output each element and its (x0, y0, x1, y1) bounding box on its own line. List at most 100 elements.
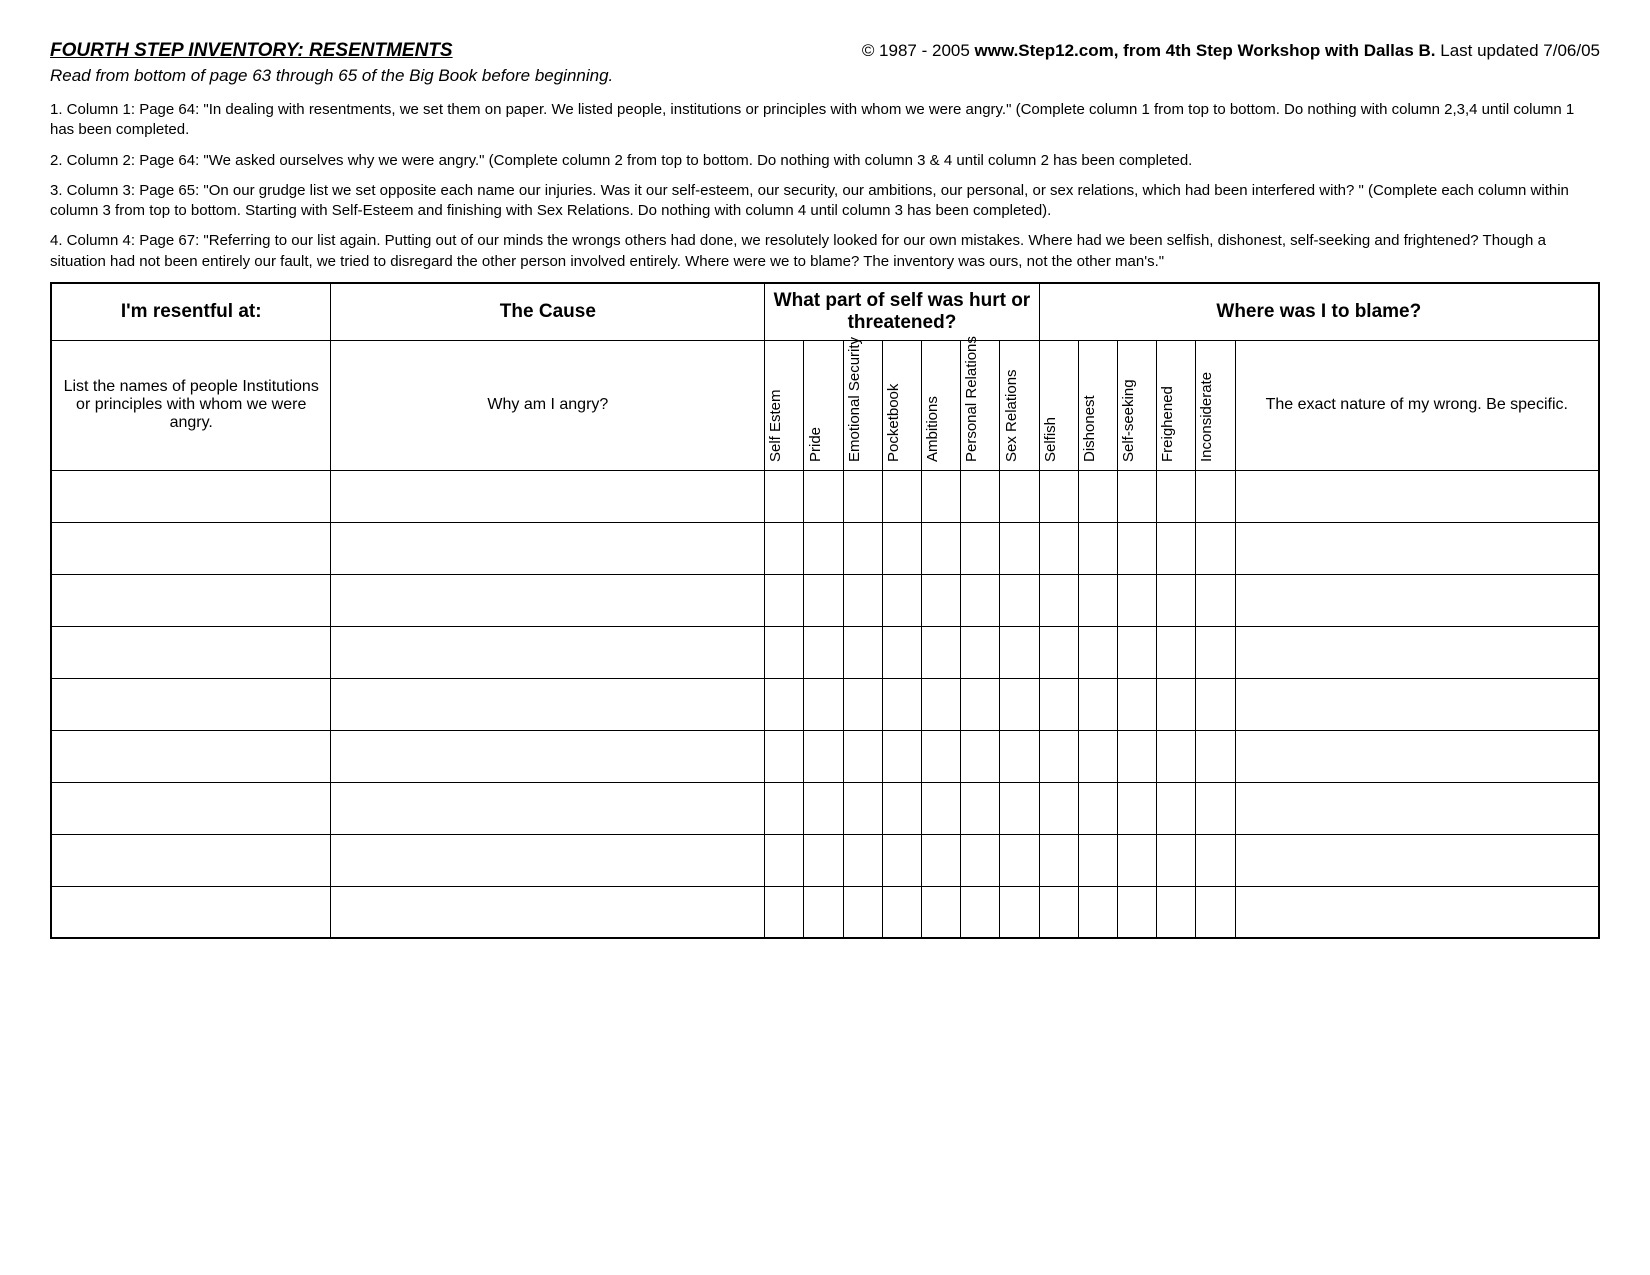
empty-cell[interactable] (882, 522, 921, 574)
empty-cell[interactable] (331, 574, 765, 626)
empty-cell[interactable] (51, 574, 331, 626)
empty-cell[interactable] (51, 834, 331, 886)
empty-cell[interactable] (765, 730, 804, 782)
empty-cell[interactable] (765, 470, 804, 522)
empty-cell[interactable] (922, 678, 961, 730)
empty-cell[interactable] (961, 834, 1000, 886)
empty-cell[interactable] (882, 626, 921, 678)
empty-cell[interactable] (1117, 886, 1156, 938)
empty-cell[interactable] (1078, 470, 1117, 522)
empty-cell[interactable] (843, 678, 882, 730)
empty-cell[interactable] (843, 782, 882, 834)
empty-cell[interactable] (765, 522, 804, 574)
empty-cell[interactable] (1078, 678, 1117, 730)
empty-cell[interactable] (882, 834, 921, 886)
empty-cell[interactable] (765, 886, 804, 938)
empty-cell[interactable] (1196, 782, 1235, 834)
empty-cell[interactable] (1000, 886, 1039, 938)
empty-cell[interactable] (1078, 834, 1117, 886)
empty-cell[interactable] (1157, 678, 1196, 730)
empty-cell[interactable] (1039, 886, 1078, 938)
empty-cell[interactable] (882, 678, 921, 730)
empty-cell[interactable] (1000, 834, 1039, 886)
empty-cell[interactable] (331, 782, 765, 834)
empty-cell[interactable] (804, 782, 843, 834)
empty-cell[interactable] (1000, 470, 1039, 522)
empty-cell[interactable] (1196, 574, 1235, 626)
empty-cell[interactable] (1117, 470, 1156, 522)
empty-cell[interactable] (843, 574, 882, 626)
empty-cell[interactable] (51, 782, 331, 834)
empty-cell[interactable] (804, 886, 843, 938)
empty-cell[interactable] (843, 834, 882, 886)
empty-cell[interactable] (882, 730, 921, 782)
empty-cell[interactable] (331, 834, 765, 886)
empty-cell[interactable] (961, 626, 1000, 678)
empty-cell[interactable] (1235, 834, 1599, 886)
empty-cell[interactable] (331, 886, 765, 938)
empty-cell[interactable] (1157, 574, 1196, 626)
empty-cell[interactable] (804, 470, 843, 522)
empty-cell[interactable] (1117, 522, 1156, 574)
empty-cell[interactable] (51, 886, 331, 938)
empty-cell[interactable] (882, 574, 921, 626)
empty-cell[interactable] (843, 626, 882, 678)
empty-cell[interactable] (961, 522, 1000, 574)
empty-cell[interactable] (51, 730, 331, 782)
empty-cell[interactable] (1000, 730, 1039, 782)
empty-cell[interactable] (961, 782, 1000, 834)
empty-cell[interactable] (1000, 522, 1039, 574)
empty-cell[interactable] (922, 782, 961, 834)
empty-cell[interactable] (882, 470, 921, 522)
empty-cell[interactable] (331, 522, 765, 574)
empty-cell[interactable] (1117, 782, 1156, 834)
empty-cell[interactable] (804, 730, 843, 782)
empty-cell[interactable] (922, 730, 961, 782)
empty-cell[interactable] (1078, 886, 1117, 938)
empty-cell[interactable] (1078, 574, 1117, 626)
empty-cell[interactable] (1196, 678, 1235, 730)
empty-cell[interactable] (843, 522, 882, 574)
empty-cell[interactable] (961, 470, 1000, 522)
empty-cell[interactable] (1157, 470, 1196, 522)
empty-cell[interactable] (804, 626, 843, 678)
empty-cell[interactable] (1235, 574, 1599, 626)
empty-cell[interactable] (1117, 678, 1156, 730)
empty-cell[interactable] (51, 626, 331, 678)
empty-cell[interactable] (1039, 522, 1078, 574)
empty-cell[interactable] (1039, 626, 1078, 678)
empty-cell[interactable] (1196, 626, 1235, 678)
empty-cell[interactable] (922, 574, 961, 626)
empty-cell[interactable] (51, 678, 331, 730)
empty-cell[interactable] (922, 886, 961, 938)
empty-cell[interactable] (1039, 470, 1078, 522)
empty-cell[interactable] (1157, 522, 1196, 574)
empty-cell[interactable] (1078, 522, 1117, 574)
empty-cell[interactable] (1235, 626, 1599, 678)
empty-cell[interactable] (804, 678, 843, 730)
empty-cell[interactable] (1000, 626, 1039, 678)
empty-cell[interactable] (804, 522, 843, 574)
empty-cell[interactable] (804, 574, 843, 626)
empty-cell[interactable] (1117, 574, 1156, 626)
empty-cell[interactable] (1196, 470, 1235, 522)
empty-cell[interactable] (1157, 886, 1196, 938)
empty-cell[interactable] (1157, 782, 1196, 834)
empty-cell[interactable] (1039, 574, 1078, 626)
empty-cell[interactable] (804, 834, 843, 886)
empty-cell[interactable] (51, 522, 331, 574)
empty-cell[interactable] (1000, 678, 1039, 730)
empty-cell[interactable] (1117, 834, 1156, 886)
empty-cell[interactable] (882, 782, 921, 834)
empty-cell[interactable] (1196, 834, 1235, 886)
empty-cell[interactable] (843, 730, 882, 782)
empty-cell[interactable] (961, 574, 1000, 626)
empty-cell[interactable] (1039, 678, 1078, 730)
empty-cell[interactable] (1039, 730, 1078, 782)
empty-cell[interactable] (1039, 834, 1078, 886)
empty-cell[interactable] (1235, 522, 1599, 574)
empty-cell[interactable] (51, 470, 331, 522)
empty-cell[interactable] (922, 522, 961, 574)
empty-cell[interactable] (1235, 678, 1599, 730)
empty-cell[interactable] (843, 886, 882, 938)
